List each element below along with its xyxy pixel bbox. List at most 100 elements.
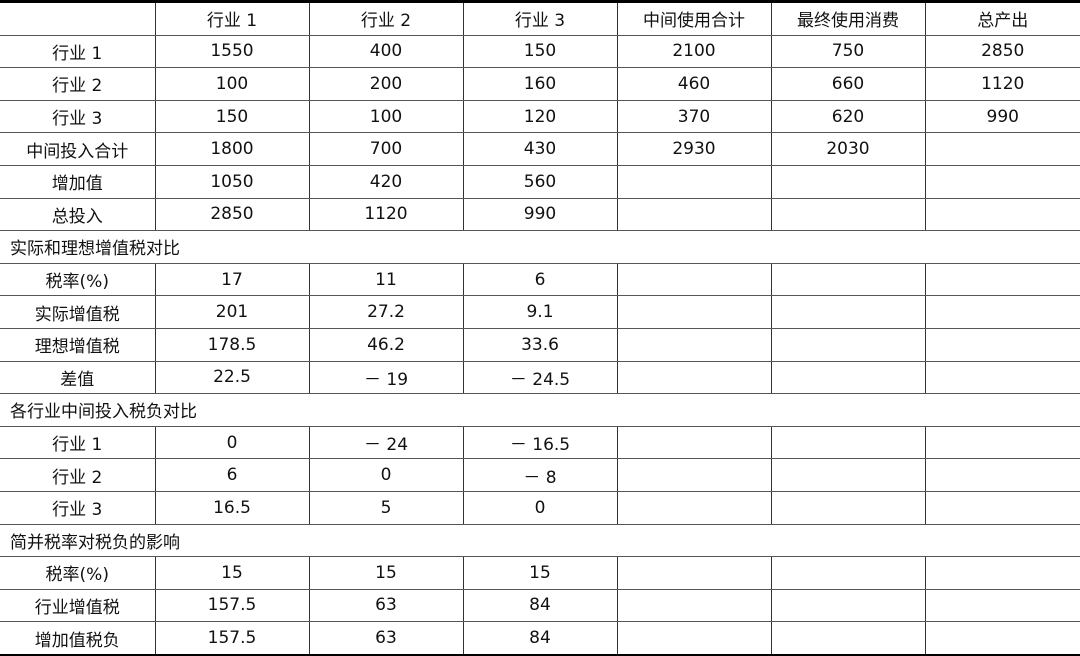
table-cell: 行业 1: [155, 1, 310, 36]
table-cell: [771, 328, 926, 362]
table-cell: [617, 589, 772, 623]
table-cell: 16.5: [155, 491, 310, 525]
row-label: 行业 1: [0, 35, 156, 69]
table-cell: [771, 426, 926, 460]
section-header-row: 简并税率对税负的影响: [0, 524, 1080, 558]
table-cell: 700: [309, 132, 464, 166]
row-label: [0, 1, 156, 36]
table-cell: 6: [155, 458, 310, 492]
table-cell: 11: [309, 263, 464, 297]
table-cell: 400: [309, 35, 464, 69]
section-title: 简并税率对税负的影响: [0, 524, 1080, 558]
table-cell: 9.1: [463, 295, 618, 329]
table-cell: [925, 589, 1080, 623]
table-row: 税率(%) 15 15 15: [0, 556, 1080, 590]
table-cell: [771, 491, 926, 525]
table-cell: 0: [309, 458, 464, 492]
table-cell: 201: [155, 295, 310, 329]
table-cell: 2030: [771, 132, 926, 166]
table-cell: [617, 361, 772, 395]
table-cell: [925, 361, 1080, 395]
table-cell: 430: [463, 132, 618, 166]
table-row: 行业 1 0 － 24 － 16.5: [0, 426, 1080, 460]
row-label: 理想增值税: [0, 328, 156, 362]
table-cell: [617, 328, 772, 362]
table-cell: [771, 198, 926, 232]
table-cell: 1550: [155, 35, 310, 69]
table-cell: [925, 198, 1080, 232]
table-cell: [617, 621, 772, 656]
table-cell: 63: [309, 621, 464, 656]
table-cell: [925, 621, 1080, 656]
row-label: 行业 1: [0, 426, 156, 460]
table-cell: 120: [463, 100, 618, 134]
table-cell: [771, 165, 926, 199]
table-row: 行业 1 1550 400 150 2100 750 2850: [0, 35, 1080, 69]
table-cell: － 24.5: [463, 361, 618, 395]
table-cell: 最终使用消费: [771, 1, 926, 36]
table-cell: 2100: [617, 35, 772, 69]
table-cell: 1120: [925, 67, 1080, 101]
table-cell: 990: [925, 100, 1080, 134]
table-cell: 660: [771, 67, 926, 101]
table-cell: [925, 263, 1080, 297]
table-cell: 178.5: [155, 328, 310, 362]
table-cell: 46.2: [309, 328, 464, 362]
table-cell: 行业 2: [309, 1, 464, 36]
table-cell: 15: [309, 556, 464, 590]
table-cell: 17: [155, 263, 310, 297]
header-row: 行业 1 行业 2 行业 3 中间使用合计 最终使用消费 总产出: [0, 1, 1080, 36]
table-row: 总投入 2850 1120 990: [0, 198, 1080, 232]
table-row: 理想增值税 178.5 46.2 33.6: [0, 328, 1080, 362]
table-row: 行业 2 100 200 160 460 660 1120: [0, 67, 1080, 101]
row-label: 行业 2: [0, 67, 156, 101]
table-cell: [617, 198, 772, 232]
table-cell: 370: [617, 100, 772, 134]
table-cell: 750: [771, 35, 926, 69]
table-cell: [617, 491, 772, 525]
table-cell: 2850: [155, 198, 310, 232]
table-cell: [925, 491, 1080, 525]
table-cell: [771, 295, 926, 329]
table-cell: 560: [463, 165, 618, 199]
table-cell: 84: [463, 621, 618, 656]
section-header-row: 实际和理想增值税对比: [0, 230, 1080, 264]
table-cell: 0: [463, 491, 618, 525]
table-cell: [617, 458, 772, 492]
row-label: 实际增值税: [0, 295, 156, 329]
table-cell: 100: [309, 100, 464, 134]
section-title: 实际和理想增值税对比: [0, 230, 1080, 264]
table-row: 税率(%) 17 11 6: [0, 263, 1080, 297]
table-row: 行业增值税 157.5 63 84: [0, 589, 1080, 623]
table-cell: [617, 165, 772, 199]
table-cell: [925, 556, 1080, 590]
table-cell: [925, 328, 1080, 362]
row-label: 中间投入合计: [0, 132, 156, 166]
table-row: 实际增值税 201 27.2 9.1: [0, 295, 1080, 329]
section-header-row: 各行业中间投入税负对比: [0, 393, 1080, 427]
table-cell: [925, 132, 1080, 166]
row-label: 税率(%): [0, 263, 156, 297]
table-row: 增加值税负 157.5 63 84: [0, 621, 1080, 656]
table-cell: 6: [463, 263, 618, 297]
table-cell: 22.5: [155, 361, 310, 395]
table-cell: 84: [463, 589, 618, 623]
table-cell: 620: [771, 100, 926, 134]
row-label: 行业 3: [0, 100, 156, 134]
table-cell: 2930: [617, 132, 772, 166]
table-cell: － 24: [309, 426, 464, 460]
table-cell: [617, 426, 772, 460]
table-cell: 15: [155, 556, 310, 590]
row-label: 行业增值税: [0, 589, 156, 623]
table-cell: 420: [309, 165, 464, 199]
table-cell: 100: [155, 67, 310, 101]
row-label: 行业 3: [0, 491, 156, 525]
table-cell: 460: [617, 67, 772, 101]
table-cell: 160: [463, 67, 618, 101]
table-cell: [617, 295, 772, 329]
row-label: 增加值: [0, 165, 156, 199]
row-label: 差值: [0, 361, 156, 395]
table-cell: 27.2: [309, 295, 464, 329]
table-cell: － 19: [309, 361, 464, 395]
table-cell: 5: [309, 491, 464, 525]
